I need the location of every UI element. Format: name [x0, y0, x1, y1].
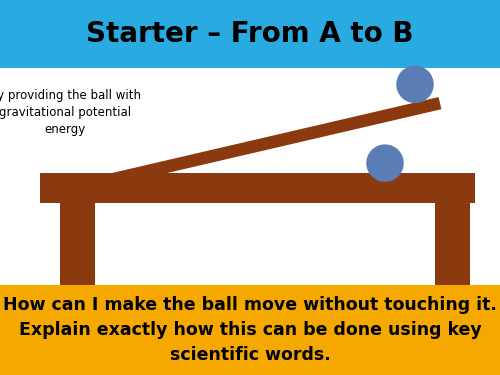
- Bar: [60, 202, 95, 292]
- Text: By providing the ball with
gravitational potential
energy: By providing the ball with gravitational…: [0, 89, 141, 136]
- Text: Starter – From A to B: Starter – From A to B: [86, 20, 414, 48]
- Ellipse shape: [396, 66, 434, 103]
- Ellipse shape: [366, 144, 404, 182]
- Bar: [0, 285, 500, 375]
- Text: How can I make the ball move without touching it.
Explain exactly how this can b: How can I make the ball move without tou…: [3, 296, 497, 364]
- Bar: [435, 202, 470, 292]
- Bar: [40, 172, 475, 202]
- Bar: [0, 0, 500, 68]
